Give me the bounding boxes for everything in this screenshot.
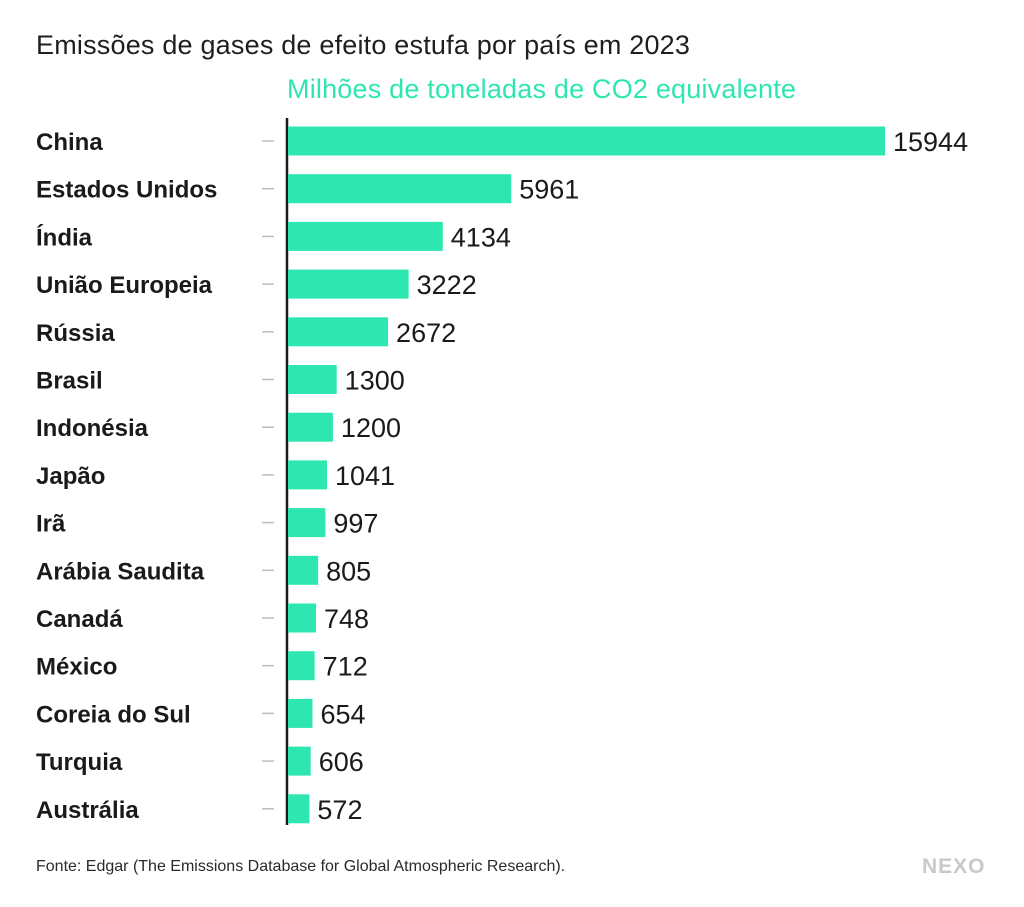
bar: [288, 555, 319, 585]
category-label: Austrália: [36, 797, 139, 824]
category-label: Índia: [36, 223, 93, 251]
category-label: México: [36, 654, 117, 681]
bar: [288, 603, 317, 633]
category-label: Estados Unidos: [36, 177, 217, 204]
value-label: 1200: [341, 413, 401, 443]
bar: [288, 746, 311, 776]
value-label: 997: [333, 509, 378, 539]
bar: [288, 412, 333, 442]
value-label: 1041: [335, 461, 395, 491]
bar: [288, 698, 313, 728]
bar: [288, 508, 326, 538]
source-note: Fonte: Edgar (The Emissions Database for…: [36, 858, 566, 875]
bar: [288, 126, 885, 156]
category-label: Arábia Saudita: [36, 558, 205, 585]
value-label: 805: [326, 556, 371, 586]
category-label: Coreia do Sul: [36, 701, 191, 728]
bar: [288, 651, 315, 681]
value-label: 1300: [345, 366, 405, 396]
bar: [288, 174, 512, 204]
category-label: China: [36, 129, 103, 156]
brand-logo: NEXO: [922, 855, 986, 878]
value-label: 606: [319, 747, 364, 777]
chart-title: Emissões de gases de efeito estufa por p…: [36, 30, 691, 60]
value-label: 4134: [451, 222, 511, 252]
value-label: 15944: [893, 127, 968, 157]
category-label: União Europeia: [36, 272, 213, 299]
category-label: Japão: [36, 463, 105, 490]
value-label: 712: [323, 652, 368, 682]
value-label: 3222: [417, 270, 477, 300]
value-label: 2672: [396, 318, 456, 348]
category-label: Irã: [36, 511, 66, 538]
bar: [288, 794, 310, 824]
category-label: Canadá: [36, 606, 123, 633]
bar: [288, 221, 443, 251]
value-label: 654: [320, 699, 365, 729]
bar: [288, 460, 327, 490]
category-label: Rússia: [36, 320, 115, 347]
bar: [288, 365, 337, 394]
value-label: 572: [317, 795, 362, 825]
category-label: Indonésia: [36, 415, 149, 442]
bar: [288, 269, 409, 299]
category-label: Turquia: [36, 749, 123, 776]
value-label: 748: [324, 604, 369, 634]
bar: [288, 317, 389, 347]
category-label: Brasil: [36, 368, 103, 395]
value-label: 5961: [519, 175, 579, 205]
chart-subtitle: Milhões de toneladas de CO2 equivalente: [287, 74, 797, 104]
